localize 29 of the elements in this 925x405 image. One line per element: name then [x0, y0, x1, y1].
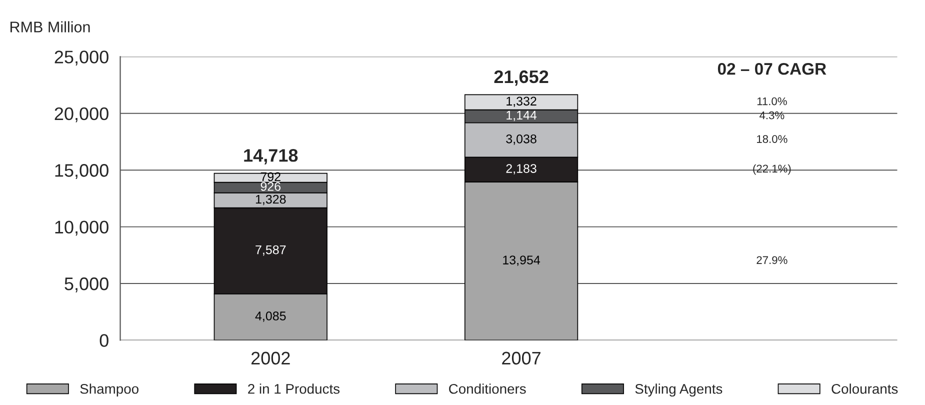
y-tick-label: 15,000	[55, 164, 108, 179]
y-axis-title: RMB Million	[10, 21, 90, 32]
total-label: 14,718	[244, 149, 298, 164]
legend-label: 2 in 1 Products	[248, 384, 340, 394]
total-label: 21,652	[494, 70, 548, 86]
y-tick-label: 5,000	[64, 277, 108, 292]
text: 18.0%	[757, 135, 788, 143]
legend-label: Conditioners	[449, 384, 526, 394]
y-tick-label: 25,000	[54, 50, 108, 66]
text: 02 – 07 CAGR	[718, 62, 826, 75]
legend-label: Colourants	[832, 384, 898, 394]
data-label: 13,954	[503, 256, 540, 266]
data-label: 926	[260, 182, 281, 191]
y-tick-label: 0	[100, 334, 108, 347]
x-tick-label: 2007	[502, 352, 540, 365]
x-tick-label: 2002	[251, 352, 290, 365]
text: 11.0%	[757, 97, 787, 106]
y-tick-label: 10,000	[55, 220, 108, 236]
data-label: 3,038	[506, 134, 536, 145]
legend-label: Styling Agents	[635, 384, 722, 397]
data-label: 1,332	[506, 96, 536, 108]
text: 27.9%	[756, 256, 788, 264]
legend-label: Shampoo	[80, 384, 138, 397]
data-label: 1,144	[506, 110, 537, 122]
data-label: 1,328	[256, 194, 286, 206]
data-label: 2,183	[506, 164, 536, 174]
y-tick-label: 20,000	[54, 107, 108, 122]
data-label: 7,587	[256, 245, 286, 256]
data-label: 4,085	[255, 312, 286, 322]
